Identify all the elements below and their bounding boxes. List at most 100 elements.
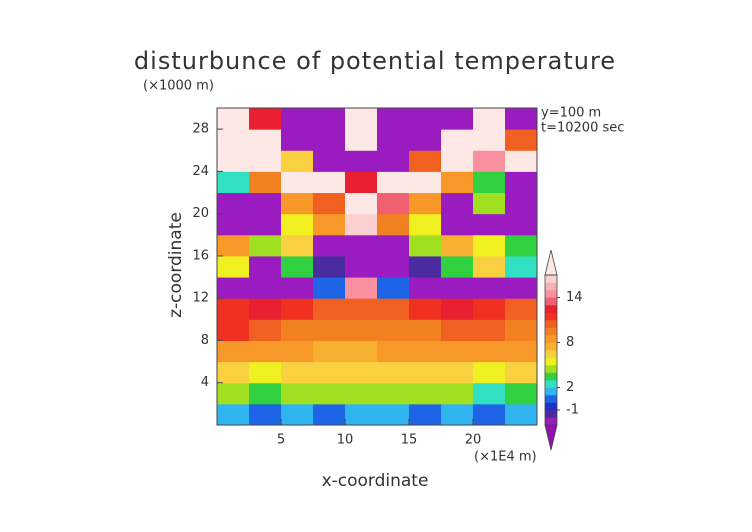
colorbar-band bbox=[545, 297, 557, 306]
contour-cell bbox=[441, 171, 474, 194]
y-tick-label: 20 bbox=[192, 206, 209, 221]
contour-cell bbox=[473, 277, 506, 299]
contour-cell bbox=[217, 340, 250, 363]
contour-cell bbox=[345, 298, 378, 320]
y-tick-label: 28 bbox=[192, 122, 209, 137]
contour-cell bbox=[313, 319, 346, 341]
contour-cell bbox=[505, 361, 538, 384]
contour-cell bbox=[473, 171, 506, 194]
contour-cell bbox=[281, 192, 314, 215]
contour-cell bbox=[409, 255, 442, 278]
colorbar-band bbox=[545, 357, 557, 366]
contour-cell bbox=[409, 319, 442, 341]
colorbar-band bbox=[545, 372, 557, 381]
contour-cell bbox=[313, 171, 346, 194]
contour-cell bbox=[345, 129, 378, 151]
contour-cell bbox=[249, 171, 282, 194]
contour-cell bbox=[345, 171, 378, 194]
contour-cell bbox=[345, 403, 378, 426]
contour-cell bbox=[441, 255, 474, 278]
contour-cell bbox=[313, 108, 346, 130]
contour-cell bbox=[281, 213, 314, 236]
contour-cell bbox=[217, 255, 250, 278]
colorbar-band bbox=[545, 327, 557, 336]
contour-cell bbox=[409, 213, 442, 236]
colorbar-band bbox=[545, 380, 557, 388]
contour-cell bbox=[505, 319, 538, 341]
contour-cell bbox=[249, 361, 282, 384]
contour-cell bbox=[473, 108, 506, 130]
contour-cell bbox=[473, 298, 506, 320]
annotation: y=100 m bbox=[541, 106, 601, 121]
contour-cell bbox=[377, 150, 410, 172]
x-tick-label: 15 bbox=[401, 433, 418, 448]
contour-cell bbox=[217, 277, 250, 299]
contour-cell bbox=[409, 361, 442, 384]
contour-cell bbox=[217, 298, 250, 320]
contour-cell bbox=[441, 340, 474, 363]
contour-cell bbox=[473, 319, 506, 341]
contour-cell bbox=[505, 255, 538, 278]
contour-cell bbox=[409, 108, 442, 130]
colorbar-band bbox=[545, 312, 557, 321]
contour-cell bbox=[409, 234, 442, 257]
colorbar-band bbox=[545, 335, 557, 343]
contour-cell bbox=[313, 277, 346, 299]
contour-cell bbox=[441, 192, 474, 215]
colorbar-band bbox=[545, 282, 557, 291]
contour-cell bbox=[377, 361, 410, 384]
contour-cell bbox=[377, 192, 410, 215]
x-tick-label: 5 bbox=[277, 433, 285, 448]
colorbar-band bbox=[545, 387, 557, 396]
contour-cell bbox=[409, 192, 442, 215]
colorbar-band bbox=[545, 410, 557, 418]
colorbar-band bbox=[545, 342, 557, 351]
contour-cell bbox=[345, 234, 378, 257]
contour-cell bbox=[473, 361, 506, 384]
contour-cell bbox=[505, 340, 538, 363]
contour-cell bbox=[473, 255, 506, 278]
contour-cell bbox=[281, 171, 314, 194]
y-tick-label: 8 bbox=[201, 333, 209, 348]
y-axis-label: z-coordinate bbox=[166, 212, 186, 318]
contour-cell bbox=[345, 319, 378, 341]
colorbar-band bbox=[545, 305, 557, 313]
contour-cell bbox=[281, 319, 314, 341]
contour-cell bbox=[441, 234, 474, 257]
contour-cell bbox=[409, 403, 442, 426]
colorbar-tick-label: 8 bbox=[566, 335, 574, 350]
y-unit: (×1000 m) bbox=[143, 79, 214, 94]
colorbar-band bbox=[545, 320, 557, 328]
contour-cell bbox=[345, 255, 378, 278]
contour-cell bbox=[409, 277, 442, 299]
contour-cell bbox=[249, 277, 282, 299]
contour-cell bbox=[441, 277, 474, 299]
contour-cell bbox=[281, 298, 314, 320]
contour-cell bbox=[377, 255, 410, 278]
colorbar-over bbox=[544, 249, 558, 276]
contour-cell bbox=[441, 319, 474, 341]
contour-cell bbox=[281, 340, 314, 363]
contour-cell bbox=[313, 403, 346, 426]
x-tick-label: 10 bbox=[337, 433, 354, 448]
colorbar-tick-label: 2 bbox=[566, 380, 574, 395]
colorbar-under bbox=[544, 424, 558, 451]
x-axis-label: x-coordinate bbox=[322, 471, 429, 491]
x-tick-label: 20 bbox=[465, 433, 482, 448]
contour-cell bbox=[505, 298, 538, 320]
contour-cell bbox=[441, 150, 474, 172]
contour-cell bbox=[217, 319, 250, 341]
contour-cell bbox=[505, 234, 538, 257]
contour-cell bbox=[313, 234, 346, 257]
contour-cell bbox=[249, 150, 282, 172]
x-unit: (×1E4 m) bbox=[474, 450, 537, 465]
contour-cell bbox=[409, 340, 442, 363]
contour-cell bbox=[377, 129, 410, 151]
contour-cell bbox=[377, 403, 410, 426]
colorbar-frame bbox=[544, 274, 558, 426]
contour-cell bbox=[249, 319, 282, 341]
contour-cell bbox=[441, 298, 474, 320]
contour-cell bbox=[249, 108, 282, 130]
contour-cell bbox=[377, 340, 410, 363]
